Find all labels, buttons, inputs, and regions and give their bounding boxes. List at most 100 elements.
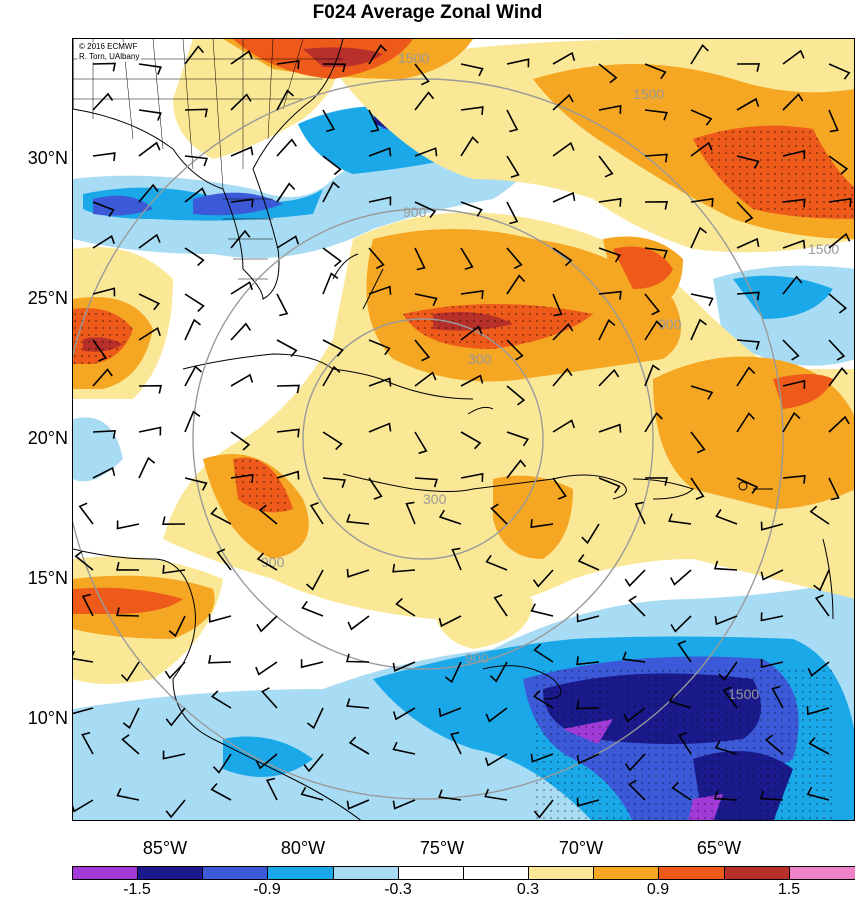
wind-barb — [115, 607, 140, 617]
wind-barb — [628, 779, 646, 801]
wind-barb — [484, 788, 508, 801]
wind-barb — [216, 548, 232, 571]
wind-barb — [669, 569, 692, 586]
wind-barb — [644, 63, 667, 80]
wind-barb — [598, 290, 622, 300]
wind-barb — [121, 734, 140, 755]
wind-barb — [736, 477, 759, 494]
wind-barb — [713, 560, 738, 571]
wind-barb — [81, 731, 94, 755]
wind-barb — [438, 509, 462, 525]
wind-barb — [552, 293, 563, 317]
wind-barb — [760, 659, 784, 669]
wind-barb — [368, 44, 387, 65]
wind-barb — [184, 410, 201, 433]
wind-barb — [552, 419, 576, 433]
wind-barb — [530, 753, 554, 763]
wind-barb — [258, 504, 278, 525]
wind-barb — [306, 707, 324, 730]
wind-barb — [736, 237, 760, 249]
wind-barb — [276, 138, 298, 157]
wind-barb — [276, 293, 289, 317]
wind-barb — [138, 183, 159, 203]
wind-barb — [414, 371, 437, 387]
wind-barb — [764, 734, 784, 755]
wind-barb — [624, 753, 646, 772]
wind-barb — [392, 799, 416, 810]
wind-barb — [598, 155, 614, 178]
wind-barb — [736, 412, 755, 433]
wind-barb — [576, 613, 600, 623]
wind-barb — [322, 247, 342, 267]
wind-barb — [782, 149, 806, 159]
wind-barb — [782, 339, 800, 361]
wind-barb — [552, 51, 576, 65]
wind-barb — [828, 339, 846, 361]
wind-barb — [552, 93, 574, 111]
wind-barb — [322, 272, 339, 295]
wind-barb — [92, 152, 116, 162]
wind-barb — [782, 411, 801, 433]
wind-barb — [392, 661, 416, 672]
wind-barb — [644, 320, 663, 341]
wind-barb — [828, 197, 852, 207]
wind-barb — [81, 593, 94, 617]
wind-barb — [162, 750, 186, 760]
wind-barb — [92, 429, 116, 439]
wind-barb — [212, 753, 232, 774]
wind-barb — [92, 466, 116, 479]
wind-barb — [577, 554, 600, 571]
wind-barb — [598, 63, 618, 84]
wind-barb — [322, 109, 336, 133]
wind-barb — [368, 422, 392, 433]
ring-label-300: 300 — [423, 491, 447, 507]
map-panel: 300 300 900 900 900 900 1500 1500 1500 1… — [72, 38, 855, 821]
wind-barb — [184, 187, 207, 203]
wind-barb — [92, 287, 116, 297]
wind-barb — [184, 108, 208, 118]
wind-barb — [598, 477, 621, 494]
wind-barb — [116, 787, 140, 801]
wind-barb — [276, 428, 300, 438]
wind-barb — [460, 136, 479, 157]
wind-barb — [736, 291, 760, 301]
lat-label-15n: 15°N — [27, 568, 68, 588]
colorbar-swatch — [268, 867, 334, 879]
wind-barb — [690, 109, 713, 126]
wind-barb — [533, 799, 554, 819]
wind-barb — [414, 147, 438, 157]
wind-barb — [782, 93, 804, 111]
range-ring-labels: 300 300 900 900 900 900 1500 1500 1500 1… — [261, 50, 839, 702]
wind-barb — [506, 339, 524, 361]
wind-barb — [322, 181, 340, 203]
wind-barb — [92, 339, 108, 362]
wind-barb — [346, 513, 370, 525]
wind-barb — [690, 385, 714, 400]
colorbar-swatch — [789, 867, 855, 879]
wind-barbs — [73, 44, 852, 819]
wind-barb — [530, 603, 554, 617]
wind-barb — [368, 196, 392, 206]
wind-barb — [690, 226, 707, 249]
wind-barb — [598, 197, 622, 207]
credit-line-1: © 2016 ECMWF — [79, 42, 138, 51]
wind-barb — [828, 232, 851, 249]
wind-barb — [782, 239, 806, 249]
wind-barb — [552, 323, 574, 341]
wind-barb — [368, 377, 392, 387]
wind-barb — [322, 63, 347, 73]
wind-barb — [460, 374, 484, 387]
wind-barb — [677, 640, 692, 663]
wind-barb — [73, 707, 94, 715]
wind-barb — [168, 615, 186, 638]
wind-barb — [309, 502, 324, 525]
wind-barb — [184, 45, 205, 65]
wind-barb — [392, 707, 416, 721]
wind-barb — [138, 426, 162, 436]
wind-barb — [828, 293, 848, 314]
wind-barb — [759, 790, 784, 801]
wind-barb — [368, 285, 392, 295]
wind-barb — [138, 233, 161, 249]
colorbar-swatch — [594, 867, 660, 879]
wind-barb — [532, 569, 554, 588]
